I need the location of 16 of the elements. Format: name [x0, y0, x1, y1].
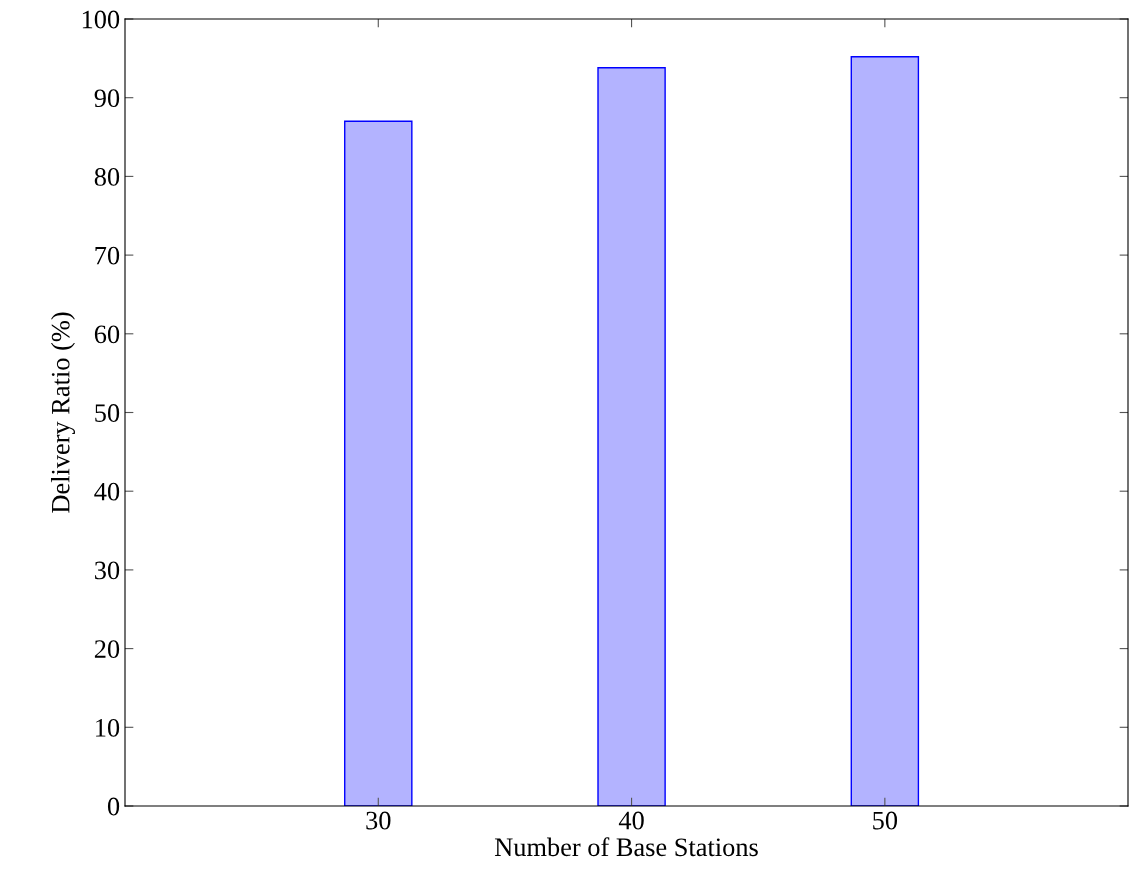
y-tick-label: 100: [82, 10, 120, 29]
x-tick-label: 40: [618, 811, 644, 830]
x-tick-label: 30: [366, 811, 391, 830]
y-tick-label: 90: [94, 89, 120, 108]
y-tick-label: 80: [94, 168, 120, 186]
y-tick-label: 10: [96, 718, 120, 737]
y-tick-label: 70: [95, 246, 120, 265]
y-tick-label: 40: [94, 482, 120, 501]
y-tick-label: 20: [94, 640, 120, 659]
x-axis-title: Number of Base Stations: [494, 837, 758, 857]
y-tick-label: 60: [94, 325, 120, 344]
x-tick-label: 50: [873, 811, 898, 830]
y-tick-label: 30: [95, 561, 120, 580]
y-tick-label: 0: [107, 797, 120, 816]
y-tick-label: 50: [95, 404, 120, 422]
y-axis-title: Delivery Ratio (%): [50, 312, 75, 513]
